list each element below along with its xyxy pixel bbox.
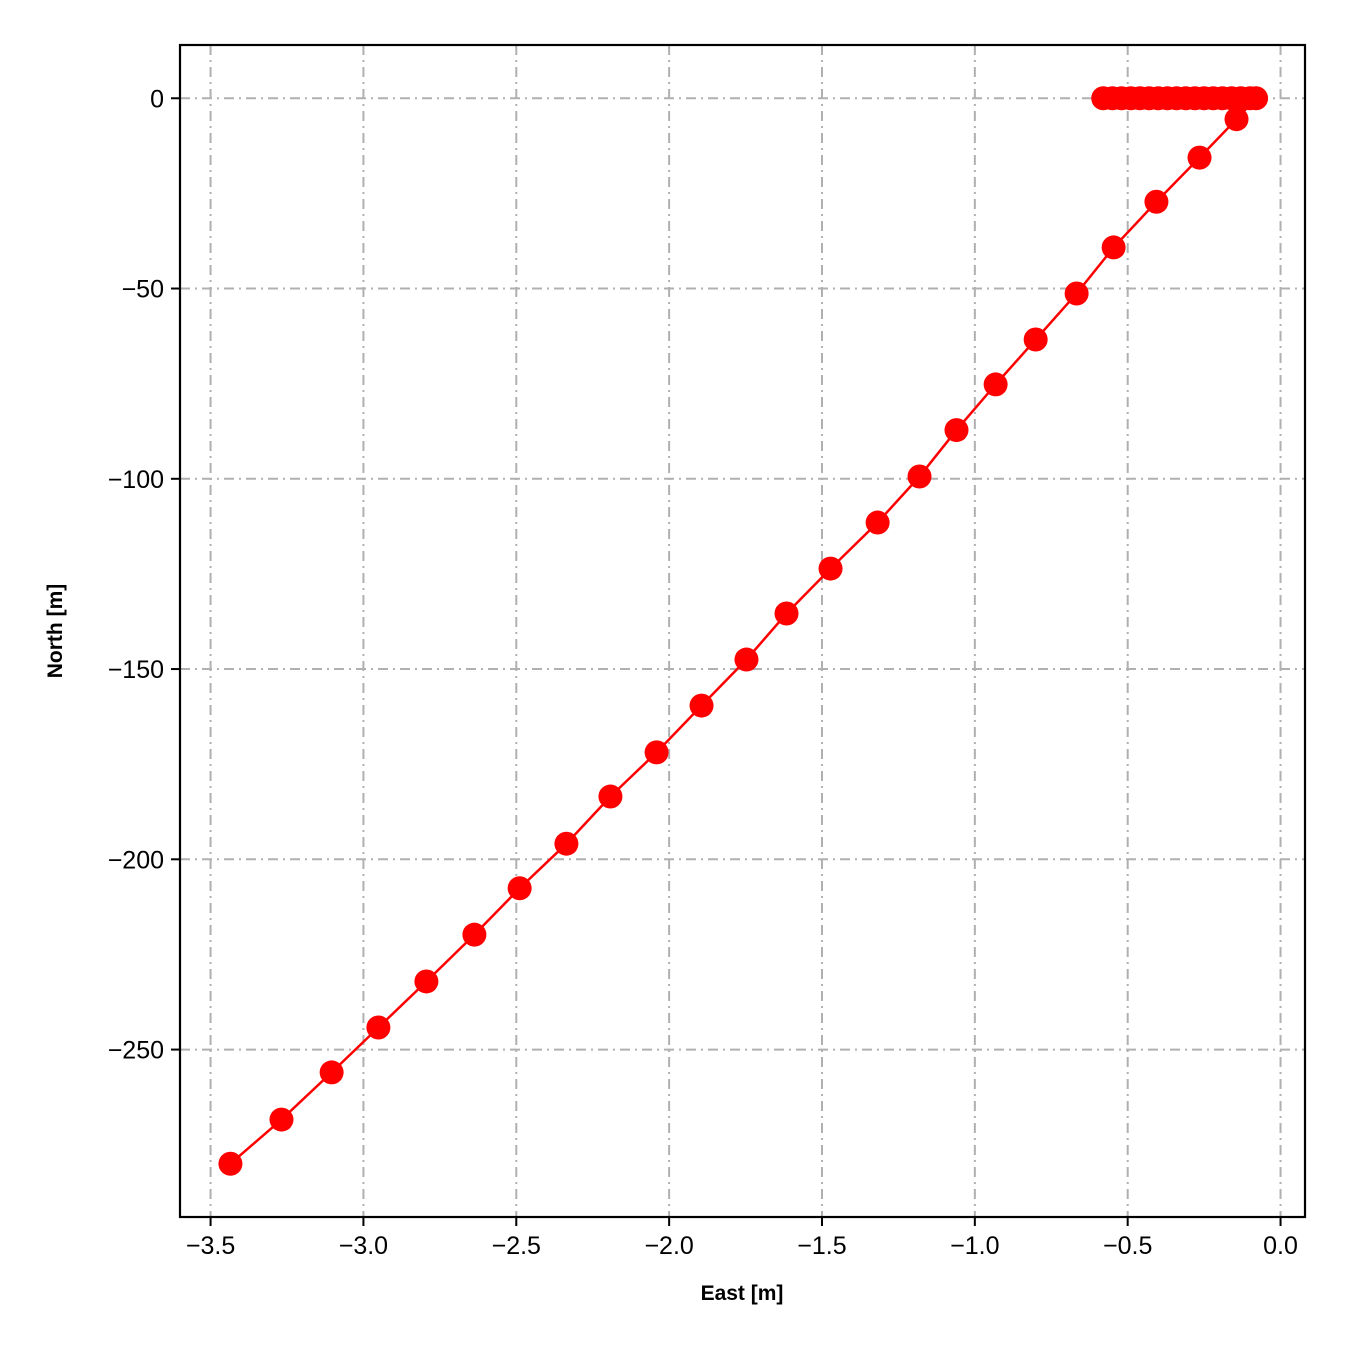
data-point bbox=[983, 372, 1008, 397]
data-point bbox=[774, 601, 799, 626]
x-tick-label: −0.5 bbox=[1103, 1232, 1152, 1260]
data-point bbox=[1144, 189, 1169, 214]
data-point bbox=[319, 1060, 344, 1085]
plot-frame bbox=[178, 43, 1307, 1219]
y-tick-label: 0 bbox=[150, 85, 164, 113]
x-axis-label: East [m] bbox=[701, 1282, 784, 1305]
data-point bbox=[598, 784, 623, 809]
data-point bbox=[366, 1015, 391, 1040]
data-point bbox=[734, 647, 759, 672]
x-tick-label: −3.5 bbox=[186, 1232, 235, 1260]
data-point bbox=[907, 464, 932, 489]
series-line bbox=[229, 97, 1259, 1165]
data-point bbox=[414, 969, 439, 994]
data-point bbox=[507, 876, 532, 901]
y-tick-label: −150 bbox=[108, 656, 164, 684]
x-tick-label: −1.5 bbox=[797, 1232, 846, 1260]
y-tick-label: −50 bbox=[122, 276, 164, 304]
y-tick-label: −100 bbox=[108, 466, 164, 494]
data-point bbox=[689, 693, 714, 718]
data-point bbox=[944, 418, 969, 443]
data-point bbox=[1224, 107, 1249, 132]
x-tick-label: −1.0 bbox=[950, 1232, 999, 1260]
x-tick-label: −2.0 bbox=[644, 1232, 693, 1260]
data-point bbox=[554, 831, 579, 856]
x-axis: −3.5 −3.0 −2.5 −2.0 −1.5 −1.0 −0.5 0.0 bbox=[186, 1217, 1298, 1260]
y-tick-label: −200 bbox=[108, 846, 164, 874]
y-axis-label: North [m] bbox=[44, 584, 67, 678]
data-point bbox=[1064, 281, 1089, 306]
data-point bbox=[1023, 327, 1048, 352]
grid bbox=[180, 45, 1305, 1217]
x-tick-label: −3.0 bbox=[339, 1232, 388, 1260]
data-point bbox=[269, 1107, 294, 1132]
x-tick-label: 0.0 bbox=[1263, 1232, 1298, 1260]
data-point bbox=[218, 1151, 243, 1176]
data-point bbox=[818, 556, 843, 581]
x-tick-label: −2.5 bbox=[492, 1232, 541, 1260]
data-point bbox=[462, 922, 487, 947]
data-point bbox=[1101, 235, 1126, 260]
series-layer bbox=[218, 86, 1269, 1176]
data-point bbox=[865, 510, 890, 535]
y-tick-label: −250 bbox=[108, 1037, 164, 1065]
data-point bbox=[644, 740, 669, 765]
data-point bbox=[1187, 145, 1212, 170]
y-axis: 0 −50 −100 −150 −200 −250 bbox=[108, 85, 180, 1065]
data-point bbox=[1244, 86, 1269, 111]
